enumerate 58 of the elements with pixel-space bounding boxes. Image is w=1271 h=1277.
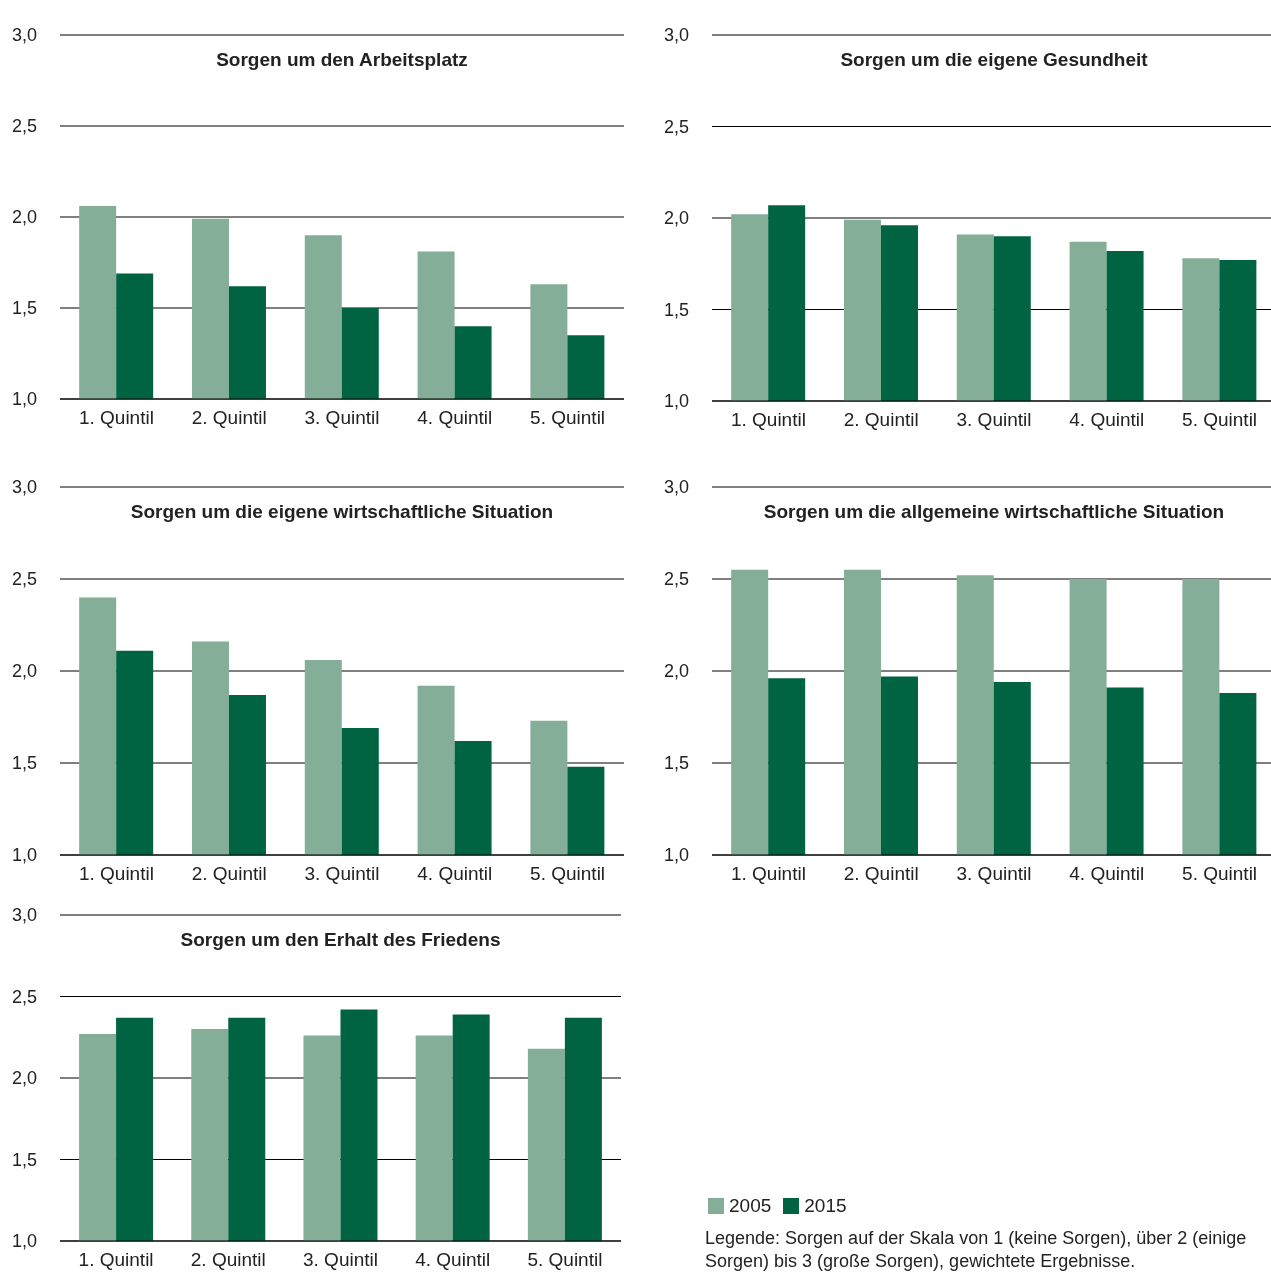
x-tick-label: 2. Quintil (843, 863, 919, 885)
x-tick-label: 5. Quintil (530, 863, 606, 885)
y-tick-label: 3,0 (12, 25, 38, 46)
y-tick-label: 3,0 (664, 25, 690, 46)
x-tick-label: 3. Quintil (304, 863, 380, 885)
y-tick-label: 2,5 (12, 986, 38, 1007)
y-tick-label: 1,0 (12, 1231, 38, 1252)
x-tick-label: 3. Quintil (304, 407, 380, 429)
x-tick-label: 3. Quintil (956, 863, 1032, 885)
x-tick-label: 1. Quintil (78, 1249, 154, 1271)
y-tick-label: 2,0 (664, 208, 690, 229)
x-tick-label: 2. Quintil (191, 407, 267, 429)
x-tick-label: 4. Quintil (417, 863, 493, 885)
x-tick-label: 1. Quintil (730, 409, 806, 431)
y-tick-label: 3,0 (12, 905, 38, 926)
text: Sorgen um den Arbeitsplatz (215, 49, 469, 71)
x-tick-label: 1. Quintil (730, 863, 806, 885)
text: Sorgen um die eigene Gesundheit (839, 49, 1149, 71)
y-tick-label: 2,5 (12, 116, 38, 137)
x-tick-label: 5. Quintil (530, 407, 606, 429)
x-tick-label: 4. Quintil (417, 407, 493, 429)
x-tick-label: 1. Quintil (78, 863, 154, 885)
legend-label: 2005 (729, 1195, 772, 1217)
y-tick-label: 2,0 (12, 661, 38, 682)
x-tick-label: 1. Quintil (78, 407, 154, 429)
x-tick-label: 4. Quintil (1069, 863, 1145, 885)
text: Sorgen um die eigene wirtschaftliche Situation (129, 501, 555, 523)
legend-label: 2015 (804, 1195, 847, 1217)
text: Sorgen um den Erhalt des Friedens (179, 929, 502, 951)
y-tick-label: 1,5 (12, 298, 38, 319)
x-tick-label: 2. Quintil (843, 409, 919, 431)
x-tick-label: 4. Quintil (415, 1249, 491, 1271)
x-tick-label: 3. Quintil (303, 1249, 378, 1271)
y-tick-label: 1,0 (12, 845, 38, 866)
x-tick-label: 2. Quintil (190, 1249, 266, 1271)
x-tick-label: 5. Quintil (1182, 863, 1258, 885)
x-tick-label: 5. Quintil (1182, 409, 1258, 431)
y-tick-label: 3,0 (664, 477, 690, 498)
y-tick-label: 2,0 (664, 661, 690, 682)
y-tick-label: 2,5 (664, 569, 690, 590)
y-tick-label: 1,5 (664, 299, 690, 320)
y-tick-label: 2,0 (12, 207, 38, 228)
y-tick-label: 1,5 (664, 753, 690, 774)
x-tick-label: 5. Quintil (527, 1249, 603, 1271)
y-tick-label: 2,5 (12, 569, 38, 590)
text: Sorgen um die allgemeine wirtschaftliche Situation (762, 501, 1226, 523)
y-tick-label: 3,0 (12, 477, 38, 498)
y-tick-label: 2,5 (664, 116, 690, 137)
y-tick-label: 2,0 (12, 1068, 38, 1089)
y-tick-label: 1,0 (664, 391, 690, 412)
y-tick-label: 1,5 (12, 753, 38, 774)
y-tick-label: 1,0 (664, 845, 690, 866)
x-tick-label: 2. Quintil (191, 863, 267, 885)
y-tick-label: 1,5 (12, 1149, 38, 1170)
text: Legende: Sorgen auf der Skala von 1 (keine Sorgen), über 2 (einige Sorgen) bis 3 (große Sorgen), gewichtete Ergebnisse. (705, 1227, 1248, 1273)
x-tick-label: 4. Quintil (1069, 409, 1145, 431)
x-tick-label: 3. Quintil (956, 409, 1032, 431)
y-tick-label: 1,0 (12, 389, 38, 410)
